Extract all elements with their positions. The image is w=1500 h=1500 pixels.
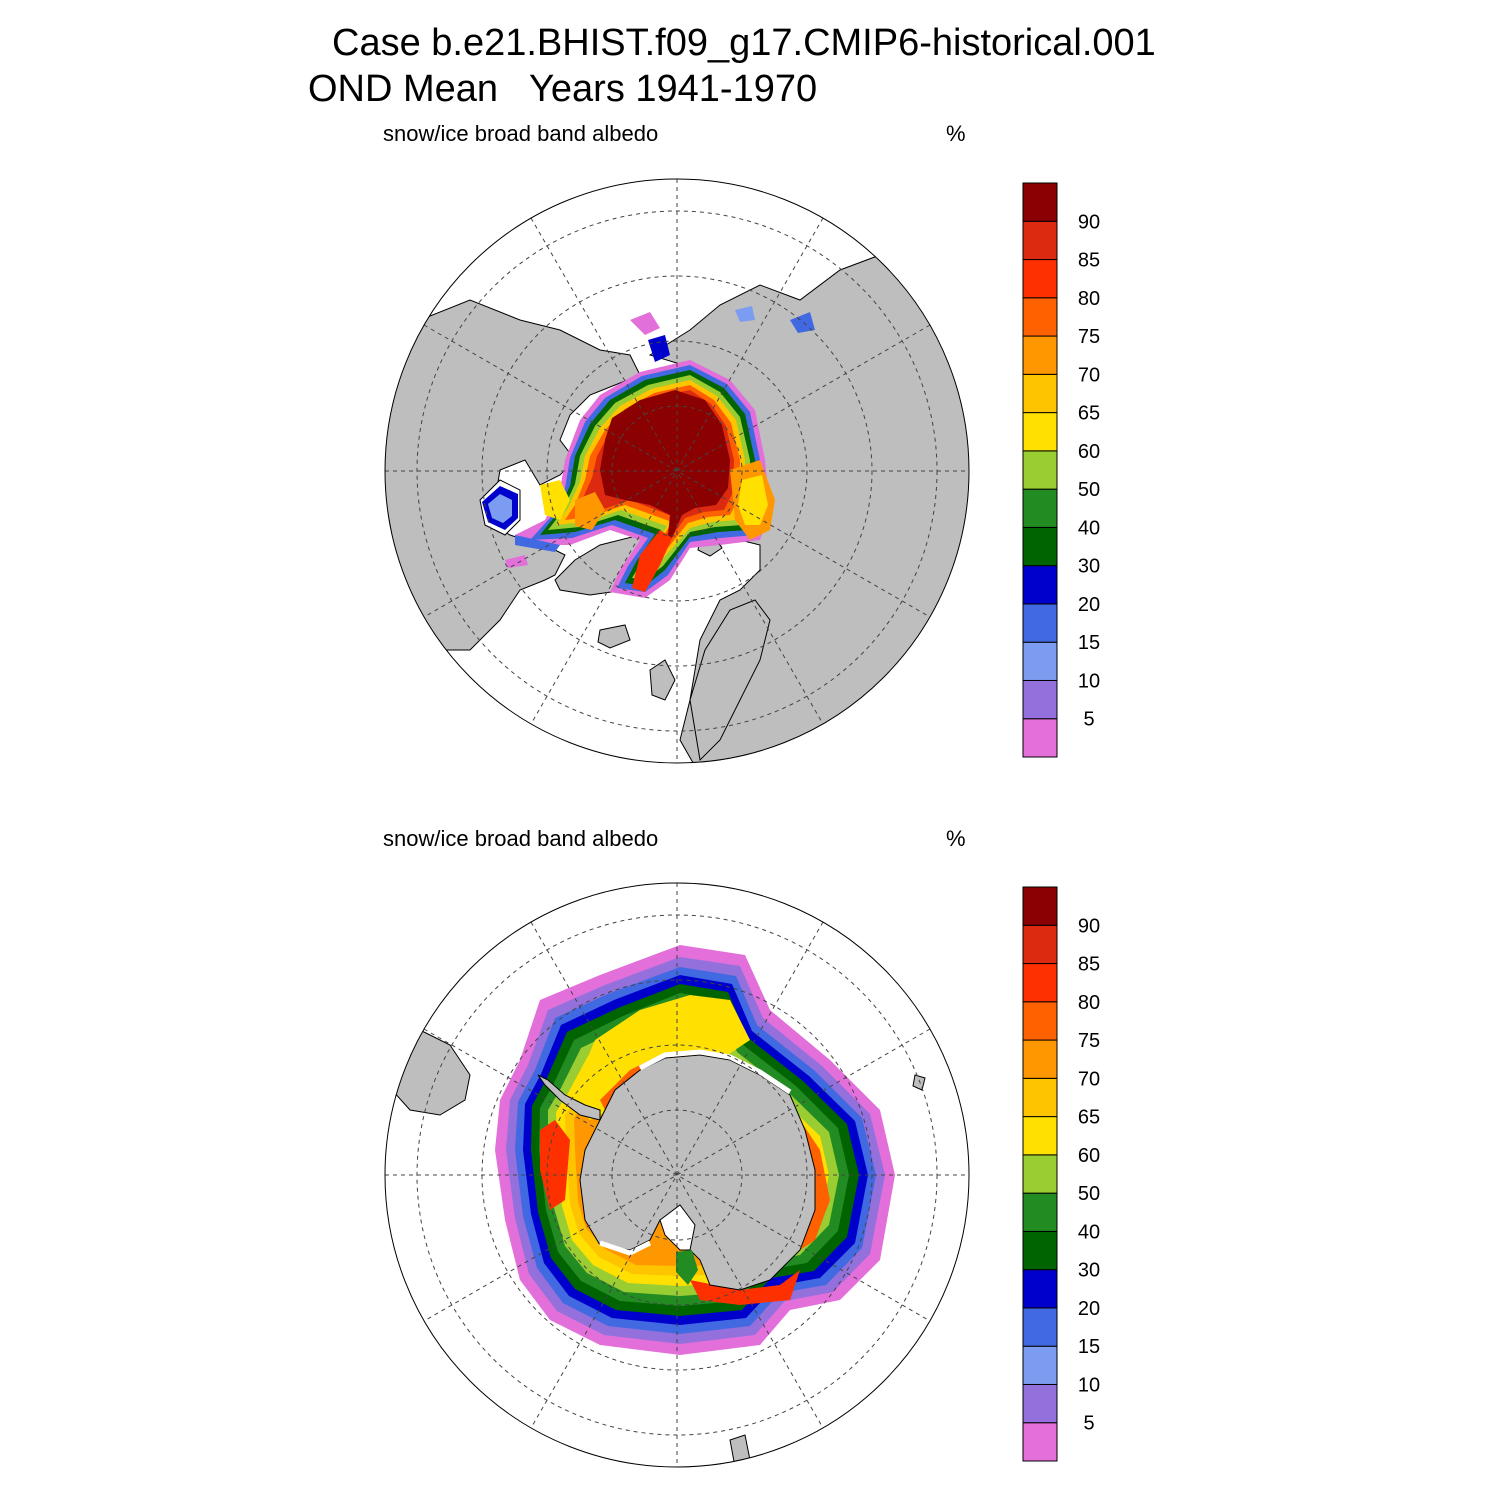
north-colorbar-tick-label: 20 — [1078, 594, 1100, 616]
north-colorbar-tick-label: 65 — [1078, 403, 1100, 425]
ross-sea-ice-patch — [676, 1250, 698, 1285]
south-colorbar-box — [1022, 963, 1058, 1003]
north-colorbar-box — [1022, 259, 1058, 299]
north-colorbar-box — [1022, 220, 1058, 261]
south-colorbar-box — [1022, 1192, 1058, 1232]
south-colorbar-box — [1022, 1307, 1058, 1347]
south-colorbar-tick-label: 15 — [1078, 1336, 1100, 1358]
north-colorbar-box — [1022, 373, 1058, 414]
south-colorbar-box — [1022, 1345, 1058, 1385]
north-colorbar-box — [1022, 679, 1058, 720]
north-colorbar-tick-label: 30 — [1078, 556, 1100, 578]
north-colorbar-tick-label: 85 — [1078, 250, 1100, 272]
north-map-border — [384, 178, 970, 764]
south-colorbar-tick-label: 5 — [1083, 1413, 1094, 1435]
north-colorbar-box — [1022, 565, 1058, 605]
south-colorbar-box — [1022, 924, 1058, 965]
south-colorbar-box — [1022, 1001, 1058, 1041]
south-colorbar-tick-label: 85 — [1078, 954, 1100, 976]
south-colorbar: 5 10 15 20 30 40 50 60 65 70 75 80 85 90 — [1022, 886, 1100, 1462]
south-colorbar-tick-label: 70 — [1078, 1068, 1100, 1090]
north-colorbar: 5 10 15 20 30 40 50 60 65 70 75 80 85 90 — [1022, 182, 1100, 758]
south-colorbar-tick-label: 30 — [1078, 1260, 1100, 1282]
north-colorbar-box — [1022, 450, 1058, 490]
south-colorbar-box — [1022, 1269, 1058, 1309]
north-panel-variable-label: snow/ice broad band albedo — [383, 121, 659, 146]
south-colorbar-tick-label: 80 — [1078, 992, 1100, 1014]
north-colorbar-tick-label: 50 — [1078, 479, 1100, 501]
south-panel-units: % — [946, 826, 966, 851]
north-colorbar-tick-label: 15 — [1078, 632, 1100, 654]
north-colorbar-box — [1022, 297, 1058, 337]
figure-title-line2: OND Mean Years 1941-1970 — [308, 68, 818, 110]
south-colorbar-box — [1022, 1230, 1058, 1271]
north-sea-ice-field — [482, 306, 815, 598]
south-colorbar-box — [1022, 1383, 1058, 1424]
south-colorbar-tick-label: 90 — [1078, 915, 1100, 937]
north-colorbar-tick-label: 70 — [1078, 364, 1100, 386]
north-colorbar-box — [1022, 641, 1058, 681]
south-colorbar-box — [1022, 1154, 1058, 1194]
north-colorbar-box — [1022, 488, 1058, 528]
antarctica — [537, 1054, 816, 1291]
south-polar-map — [384, 882, 970, 1468]
south-colorbar-box — [1022, 1039, 1058, 1079]
south-colorbar-box — [1022, 1077, 1058, 1118]
south-colorbar-tick-label: 20 — [1078, 1298, 1100, 1320]
north-polar-map — [384, 178, 970, 764]
north-colorbar-tick-label: 5 — [1083, 709, 1094, 731]
south-colorbar-tick-label: 40 — [1078, 1221, 1100, 1243]
north-colorbar-box — [1022, 718, 1058, 758]
figure-title-line1: Case b.e21.BHIST.f09_g17.CMIP6-historica… — [332, 22, 1156, 64]
north-colorbar-tick-label: 10 — [1078, 670, 1100, 692]
south-colorbar-box — [1022, 886, 1058, 926]
south-colorbar-tick-label: 50 — [1078, 1183, 1100, 1205]
north-colorbar-box — [1022, 335, 1058, 375]
south-panel-variable-label: snow/ice broad band albedo — [383, 826, 659, 851]
north-panel-units: % — [946, 121, 966, 146]
north-colorbar-tick-label: 80 — [1078, 288, 1100, 310]
north-colorbar-box — [1022, 526, 1058, 567]
south-colorbar-box — [1022, 1116, 1058, 1156]
north-colorbar-box — [1022, 603, 1058, 643]
south-coastal-fringe — [599, 1049, 792, 1256]
north-colorbar-tick-label: 90 — [1078, 211, 1100, 233]
north-colorbar-box — [1022, 412, 1058, 452]
north-graticule — [385, 179, 969, 763]
south-map-border — [384, 882, 970, 1468]
north-colorbar-tick-label: 75 — [1078, 326, 1100, 348]
south-colorbar-tick-label: 10 — [1078, 1374, 1100, 1396]
south-colorbar-tick-label: 75 — [1078, 1030, 1100, 1052]
north-colorbar-box — [1022, 182, 1058, 222]
south-graticule — [385, 883, 969, 1467]
south-colorbar-box — [1022, 1422, 1058, 1462]
north-colorbar-tick-label: 40 — [1078, 517, 1100, 539]
north-colorbar-tick-label: 60 — [1078, 441, 1100, 463]
south-colorbar-tick-label: 65 — [1078, 1107, 1100, 1129]
south-colorbar-tick-label: 60 — [1078, 1145, 1100, 1167]
